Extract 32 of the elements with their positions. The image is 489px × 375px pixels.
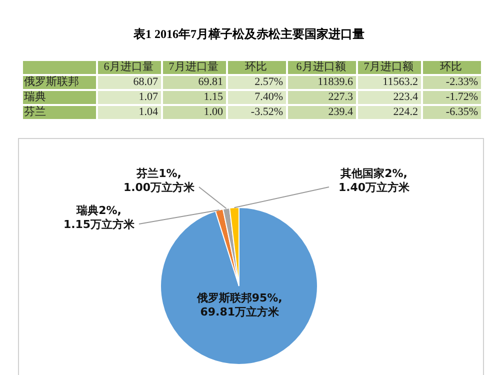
text: 表1 2016年7月樟子松及赤松主要国家进口量 bbox=[132, 26, 366, 43]
text: 芬兰 bbox=[24, 105, 93, 120]
text: 1.15 bbox=[164, 90, 223, 105]
text: 6月进口额 bbox=[289, 60, 353, 75]
text: -1.72% bbox=[424, 90, 478, 105]
text: -2.33% bbox=[424, 75, 478, 90]
text: 68.07 bbox=[99, 75, 158, 90]
text: 1.07 bbox=[99, 90, 158, 105]
text: 69.81 bbox=[164, 75, 223, 90]
slice-label: 芬兰1%, 1.00万立方米 bbox=[123, 167, 196, 194]
text: -6.35% bbox=[424, 105, 478, 120]
slice-label: 俄罗斯联邦95%, 69.81万立方米 bbox=[196, 292, 282, 319]
text: 224.2 bbox=[359, 105, 418, 120]
text: 环比 bbox=[424, 60, 478, 75]
text: -3.52% bbox=[229, 105, 283, 120]
text: 1.00 bbox=[164, 105, 223, 120]
slice-label: 瑞典2%, 1.15万立方米 bbox=[63, 204, 136, 231]
text: 环比 bbox=[229, 60, 283, 75]
text: 7.40% bbox=[229, 90, 283, 105]
text: 11563.2 bbox=[359, 75, 418, 90]
text: 6月进口量 bbox=[99, 60, 158, 75]
text: 1.04 bbox=[99, 105, 158, 120]
text: 239.4 bbox=[289, 105, 353, 120]
text: 11839.6 bbox=[289, 75, 353, 90]
text: 2.57% bbox=[229, 75, 283, 90]
text: 7月进口额 bbox=[359, 60, 418, 75]
slice-label: 其他国家2%, 1.40万立方米 bbox=[338, 167, 411, 194]
text: 223.4 bbox=[359, 90, 418, 105]
text: 227.3 bbox=[289, 90, 353, 105]
text: 俄罗斯联邦 bbox=[24, 75, 93, 90]
text: 瑞典 bbox=[24, 90, 93, 105]
text: 7月进口量 bbox=[164, 60, 223, 75]
